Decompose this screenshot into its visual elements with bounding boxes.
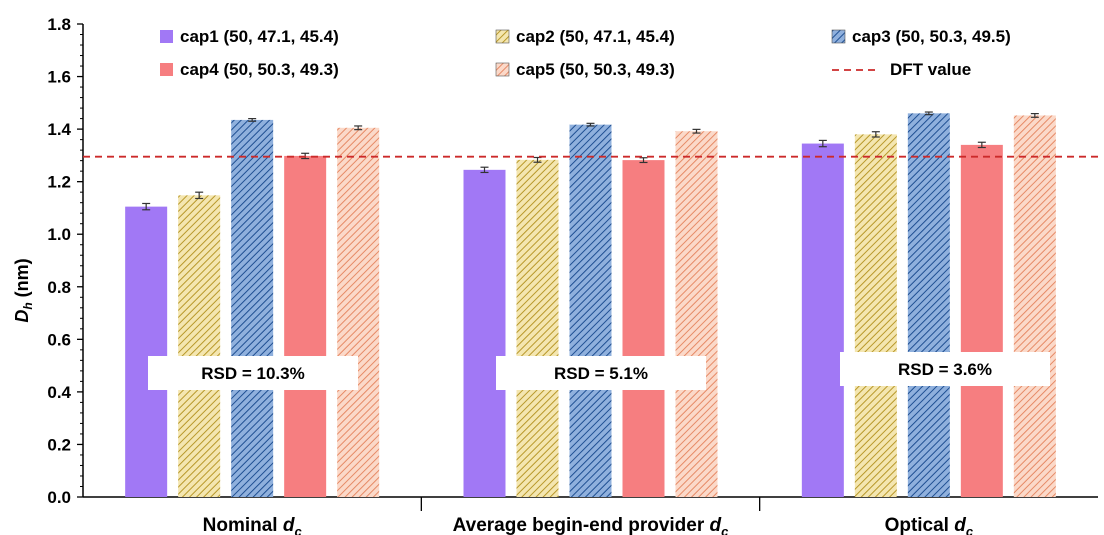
y-axis-label: Dh (nm) xyxy=(12,258,35,322)
rsd-label: RSD = 10.3% xyxy=(201,364,304,383)
y-tick-label: 0.0 xyxy=(47,488,71,507)
rsd-label: RSD = 3.6% xyxy=(898,360,992,379)
legend-label-cap5: cap5 (50, 50.3, 49.3) xyxy=(516,60,675,79)
legend-swatch-cap1 xyxy=(160,30,173,43)
rsd-label: RSD = 5.1% xyxy=(554,364,648,383)
bar-cap2 xyxy=(178,195,221,497)
legend-label-dft: DFT value xyxy=(890,60,971,79)
y-tick-label: 0.8 xyxy=(47,278,71,297)
bars xyxy=(125,113,1056,498)
bar-cap2 xyxy=(516,159,559,497)
legend-swatch-cap3 xyxy=(831,29,846,44)
bar-cap1 xyxy=(463,169,506,497)
y-tick-label: 1.0 xyxy=(47,225,71,244)
y-tick-label: 0.2 xyxy=(47,435,71,454)
legend-label-cap1: cap1 (50, 47.1, 45.4) xyxy=(180,27,339,46)
rsd-box xyxy=(840,352,1050,386)
bar-cap1 xyxy=(801,143,844,497)
bar-cap4 xyxy=(284,155,327,498)
legend: cap1 (50, 47.1, 45.4) cap2 (50, 47.1, 45.… xyxy=(160,27,1011,79)
bar-cap2 xyxy=(854,134,897,497)
y-tick-label: 1.4 xyxy=(47,120,71,139)
legend-label-cap2: cap2 (50, 47.1, 45.4) xyxy=(516,27,675,46)
y-tick-label: 1.6 xyxy=(47,68,71,87)
x-category-label: Nominal dc xyxy=(203,515,303,535)
bar-cap3 xyxy=(569,124,612,497)
rsd-annotations: RSD = 10.3% RSD = 5.1% RSD = 3.6% xyxy=(148,352,1050,390)
bar-cap4 xyxy=(622,160,665,497)
y-tick-label: 0.4 xyxy=(47,383,71,402)
bar-cap3 xyxy=(907,113,950,497)
legend-label-cap4: cap4 (50, 50.3, 49.3) xyxy=(180,60,339,79)
y-tick-label: 1.8 xyxy=(47,15,71,34)
y-tick-label: 1.2 xyxy=(47,173,71,192)
y-tick-label: 0.6 xyxy=(47,330,71,349)
legend-swatch-cap2 xyxy=(495,29,510,44)
rsd-box xyxy=(496,356,706,390)
legend-swatch-cap5 xyxy=(495,62,510,77)
x-category-label: Average begin-end provider dc xyxy=(453,515,730,535)
error-bars xyxy=(142,111,1039,211)
bar-cap4 xyxy=(960,144,1003,497)
bar-cap5 xyxy=(337,127,380,497)
bar-cap5 xyxy=(1013,115,1056,498)
bar-cap3 xyxy=(231,119,274,498)
rsd-box xyxy=(148,356,358,390)
bar-cap1 xyxy=(125,206,168,497)
legend-label-cap3: cap3 (50, 50.3, 49.5) xyxy=(852,27,1011,46)
x-category-label: Optical dc xyxy=(885,515,974,535)
legend-swatch-cap4 xyxy=(160,63,173,76)
bar-cap5 xyxy=(675,131,718,498)
